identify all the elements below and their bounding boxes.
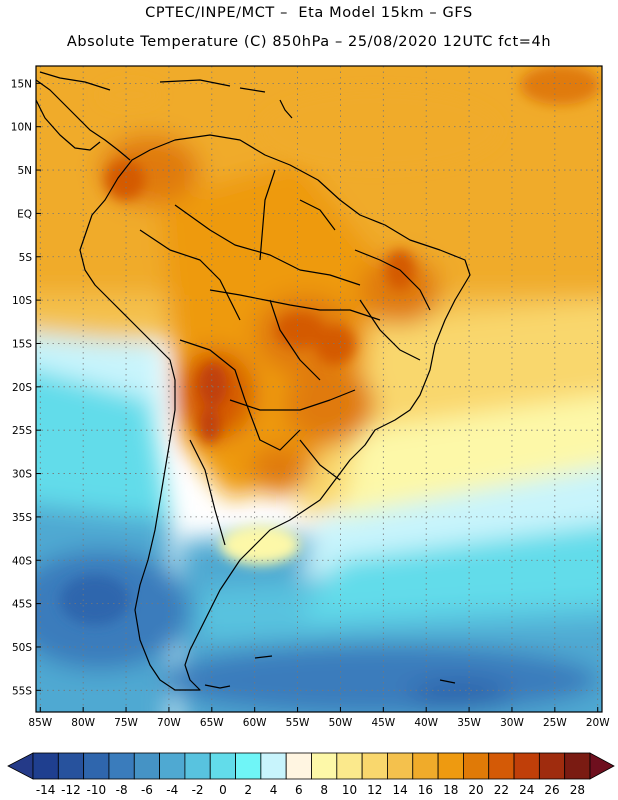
lon-label: 80W [71,717,95,729]
colorbar-swatch [57,752,85,780]
lat-label: EQ [17,208,32,220]
colorbar-swatch [311,752,338,780]
colorbar-swatch [184,752,211,780]
lon-label: 45W [371,717,395,729]
colorbar-label: -8 [116,783,128,797]
colorbar-label: -14 [36,783,56,797]
lat-label: 50S [12,642,32,654]
lon-label: 75W [114,717,138,729]
lat-label: 5S [19,252,33,264]
colorbar-swatch [564,752,591,780]
colorbar-swatch [361,752,388,780]
colorbar-label: 4 [270,783,278,797]
lon-label: 50W [329,717,353,729]
lon-label: 70W [157,717,181,729]
colorbar-label: 10 [342,783,357,797]
colorbar-swatch [235,752,262,780]
colorbar-swatch [260,752,287,780]
colorbar-over-arrow [589,752,615,780]
lon-label: 65W [200,717,224,729]
colorbar-label: 6 [295,783,303,797]
colorbar-label: 8 [320,783,328,797]
colorbar-swatch [412,752,439,780]
lon-label: 20W [586,717,610,729]
colorbar-label: -4 [166,783,178,797]
lat-label: 10N [11,122,32,134]
lat-label: 45S [12,599,32,611]
colorbar-label: 18 [443,783,458,797]
lat-label: 20S [12,382,32,394]
coastlines [36,71,471,691]
colorbar-under-arrow [7,752,34,780]
lon-label: 25W [543,717,567,729]
lat-label: 30S [12,469,32,481]
lat-label: 35S [12,512,32,524]
colorbar-swatch [538,752,566,780]
colorbar-swatch [488,752,515,780]
lon-label: 85W [28,717,52,729]
title-line-2: Absolute Temperature (C) 850hPa – 25/08/… [66,34,552,50]
map-frame [35,65,603,713]
colorbar-swatch [108,752,135,780]
colorbar-swatch [513,752,540,780]
colorbar-label: 24 [519,783,534,797]
lat-label: 10S [12,295,32,307]
latitude-labels: 15N 10N 5N EQ 5S 10S 15S 20S 25S 30S 35S 40S 45S 50S 5… [11,78,41,697]
lat-label: 25S [12,425,32,437]
lon-label: 40W [414,717,438,729]
colorbar-label: 26 [544,783,559,797]
temperature-field [36,66,602,712]
colorbar-label: 0 [219,783,227,797]
colorbar-swatch [463,752,490,780]
lat-label: 40S [12,555,32,567]
colorbar-label: 16 [418,783,433,797]
colorbar-label: 12 [367,783,382,797]
colorbar-swatch [285,752,312,780]
colorbar-swatch [336,752,363,780]
title-line-1: CPTEC/INPE/MCT – Eta Model 15km – GFS [145,5,473,21]
colorbar-label: 20 [468,783,483,797]
lon-label: 30W [500,717,524,729]
colorbar-label: 28 [570,783,585,797]
grid-lines [36,66,602,712]
colorbar-swatch [32,752,59,780]
colorbar-swatch [437,752,464,780]
colorbar: -14 -12 -10 -8 -6 -4 -2 0 2 4 6 8 10 12 14 16 18 20 22 24 26… [7,752,615,797]
colorbar-swatch [133,752,160,780]
colorbar-swatch [159,752,186,780]
colorbar-label: 14 [392,783,407,797]
colorbar-swatch [387,752,414,780]
colorbar-label: 2 [244,783,252,797]
lon-label: 35W [457,717,481,729]
colorbar-swatch [209,752,236,780]
lat-label: 55S [12,685,32,697]
lon-label: 55W [286,717,310,729]
colorbar-swatch [83,752,110,780]
colorbar-label: -12 [61,783,81,797]
lat-label: 15S [12,338,32,350]
lat-label: 5N [17,165,32,177]
colorbar-label: -2 [192,783,204,797]
lon-label: 60W [243,717,267,729]
longitude-labels: 85W 80W 75W 70W 65W 60W 55W 50W 45W 40W 35W 30W 25W 2… [28,707,610,729]
colorbar-label: 22 [494,783,509,797]
colorbar-label: -6 [141,783,153,797]
lat-label: 15N [11,78,32,90]
colorbar-label: -10 [86,783,106,797]
